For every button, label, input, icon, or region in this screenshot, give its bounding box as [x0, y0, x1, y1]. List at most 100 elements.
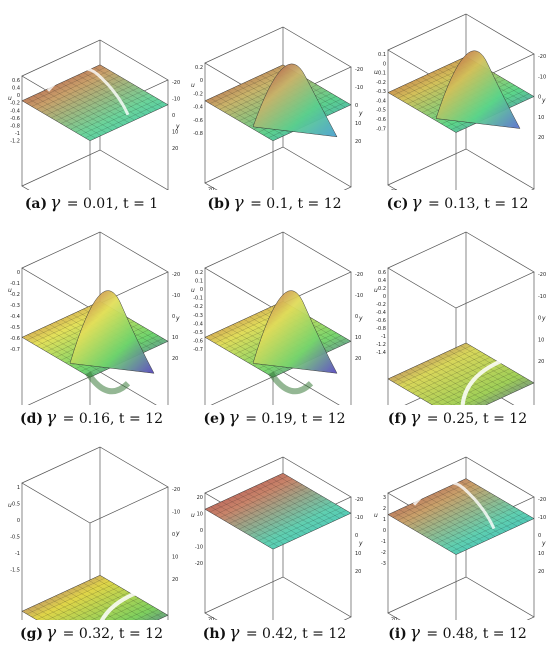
u-tick-label: -0.6 — [376, 117, 386, 123]
surface-plot-b: 0.20-0.2-0.4-0.6-0.820100-10-20-1001020u… — [191, 26, 363, 190]
u-tick-label: 0.5 — [12, 502, 20, 508]
surface-mesh — [204, 472, 352, 550]
u-tick-label: -0.6 — [10, 336, 20, 342]
u-tick-label: 0.4 — [12, 86, 20, 92]
u-tick-label: -0.5 — [376, 108, 386, 114]
gamma-symbol: γ — [229, 623, 240, 643]
caption-params-e: = 0.19, t = 12 — [240, 411, 346, 427]
u-tick-label: -0.2 — [10, 292, 20, 298]
u-tick-label: -0.3 — [376, 89, 386, 95]
panel-c: 0.1 0 -0.1 -0.2 -0.3 -0.4 -0.5 -0.6 -0.7 20 10 0 -10… — [366, 0, 549, 215]
y-tick-label: 10 — [355, 551, 361, 557]
x-tick-label: 20 — [208, 187, 214, 190]
u-tick-label: -0.6 — [376, 318, 386, 324]
panel-d: 0 -0.1 -0.2 -0.3 -0.4 -0.5 -0.6 -0.7 20 10 0 -10 -20… — [0, 215, 183, 430]
caption-a: (a) γ = 0.01, t = 1 — [0, 193, 183, 215]
y-tick-label: -10 — [172, 293, 180, 299]
tick-labels: 0.60.40-0.2-0.4-0.6-0.8-1-1.220100-10-20… — [8, 78, 180, 152]
u-axis-label: u — [374, 287, 378, 294]
u-axis-label: u — [191, 82, 195, 89]
y-tick-label: 20 — [355, 139, 361, 145]
y-tick-label: 20 — [172, 146, 178, 152]
u-tick-label: 0.1 — [195, 279, 203, 285]
y-tick-label: 10 — [538, 337, 544, 343]
y-tick-label: 20 — [355, 356, 361, 362]
u-tick-label: -0.4 — [10, 108, 20, 114]
u-tick-label: 0 — [17, 518, 20, 524]
y-axis-label: y — [175, 530, 180, 537]
caption-params-i: = 0.48, t = 12 — [421, 626, 527, 642]
y-tick-label: -10 — [355, 515, 363, 521]
x-tick-label: 20 — [391, 617, 397, 620]
y-axis-label: y — [541, 97, 546, 104]
y-tick-label: 20 — [538, 359, 544, 365]
u-tick-label: -0.5 — [10, 325, 20, 331]
caption-label-a: (a) — [24, 196, 48, 212]
u-tick-label: 0 — [383, 294, 386, 300]
u-tick-label: -1 — [381, 539, 386, 545]
gamma-symbol: γ — [46, 408, 57, 428]
y-tick-label: 0 — [538, 533, 541, 539]
surface-plot-g: 10.50-0.5-1-1.520100-10-20-1001020uxy — [8, 446, 180, 620]
y-tick-label: 10 — [172, 335, 178, 341]
u-tick-label: 0.4 — [378, 278, 386, 284]
surface-mesh — [387, 478, 535, 555]
gamma-symbol: γ — [46, 623, 57, 643]
y-tick-label: 10 — [172, 130, 178, 136]
u-tick-label: -0.3 — [193, 313, 203, 319]
caption-b: (b) γ = 0.1, t = 12 — [183, 193, 366, 215]
u-tick-label: 3 — [383, 495, 386, 501]
y-axis-label: y — [175, 315, 180, 322]
caption-params-d: = 0.16, t = 12 — [58, 411, 163, 427]
panel-a: 0.60.40-0.2-0.4-0.6-0.8-1-1.220100-10-20… — [0, 0, 183, 215]
u-tick-label: -0.7 — [376, 126, 386, 132]
caption-params-a: = 0.01, t = 1 — [62, 196, 159, 212]
surface-plot-a: 0.60.40-0.2-0.4-0.6-0.8-1-1.220100-10-20… — [8, 39, 180, 190]
u-tick-label: -1.5 — [10, 568, 20, 574]
y-axis-label: y — [358, 110, 363, 117]
u-tick-label: 0.2 — [195, 270, 203, 276]
u-tick-label: 0.2 — [378, 286, 386, 292]
caption-label-c: (c) — [386, 196, 409, 212]
gamma-symbol: γ — [409, 623, 420, 643]
u-tick-label: -10 — [195, 545, 203, 551]
y-axis-label: y — [541, 315, 546, 322]
u-tick-label: 0 — [200, 287, 203, 293]
tick-labels: 0.1 0 -0.1 -0.2 -0.3 -0.4 -0.5 -0.6 -0.7 20 10 0 -10… — [374, 52, 546, 190]
y-tick-label: -20 — [172, 487, 180, 493]
y-tick-label: 20 — [172, 577, 178, 583]
u-axis-label: u — [8, 95, 12, 102]
y-tick-label: 10 — [538, 115, 544, 121]
u-tick-label: -0.1 — [376, 71, 386, 77]
y-tick-label: 10 — [355, 121, 361, 127]
caption-label-b: (b) — [207, 196, 231, 212]
surface-mesh — [387, 342, 535, 405]
y-tick-label: 20 — [538, 569, 544, 575]
panel-g: 10.50-0.5-1-1.520100-10-20-1001020uxy (g… — [0, 430, 183, 645]
surface-mesh — [204, 290, 352, 395]
u-tick-label: 0.6 — [378, 270, 386, 276]
gamma-symbol: γ — [50, 193, 61, 213]
caption-params-f: = 0.25, t = 12 — [422, 411, 528, 427]
u-tick-label: 20 — [197, 495, 203, 501]
tick-labels: 0.6 0.4 0.2 0 -0.2 -0.4 -0.6 -0.8 -1 -1.2 -1.4 20 10… — [374, 270, 546, 365]
y-tick-label: -20 — [355, 497, 363, 503]
y-axis-label: y — [175, 123, 180, 130]
y-tick-label: 0 — [355, 533, 358, 539]
u-tick-label: 0 — [17, 93, 20, 99]
u-tick-label: 0 — [200, 78, 203, 84]
caption-d: (d) γ = 0.16, t = 12 — [0, 408, 183, 430]
y-tick-label: -10 — [355, 293, 363, 299]
caption-label-g: (g) — [20, 626, 44, 642]
y-tick-label: 10 — [538, 551, 544, 557]
panel-f: 0.6 0.4 0.2 0 -0.2 -0.4 -0.6 -0.8 -1 -1.2 -1.4 20 10… — [366, 215, 549, 430]
y-tick-label: -20 — [538, 54, 546, 60]
u-tick-label: -0.4 — [193, 321, 203, 327]
y-tick-label: 10 — [355, 335, 361, 341]
u-tick-label: -2 — [381, 550, 386, 556]
caption-g: (g) γ = 0.32, t = 12 — [0, 623, 183, 645]
